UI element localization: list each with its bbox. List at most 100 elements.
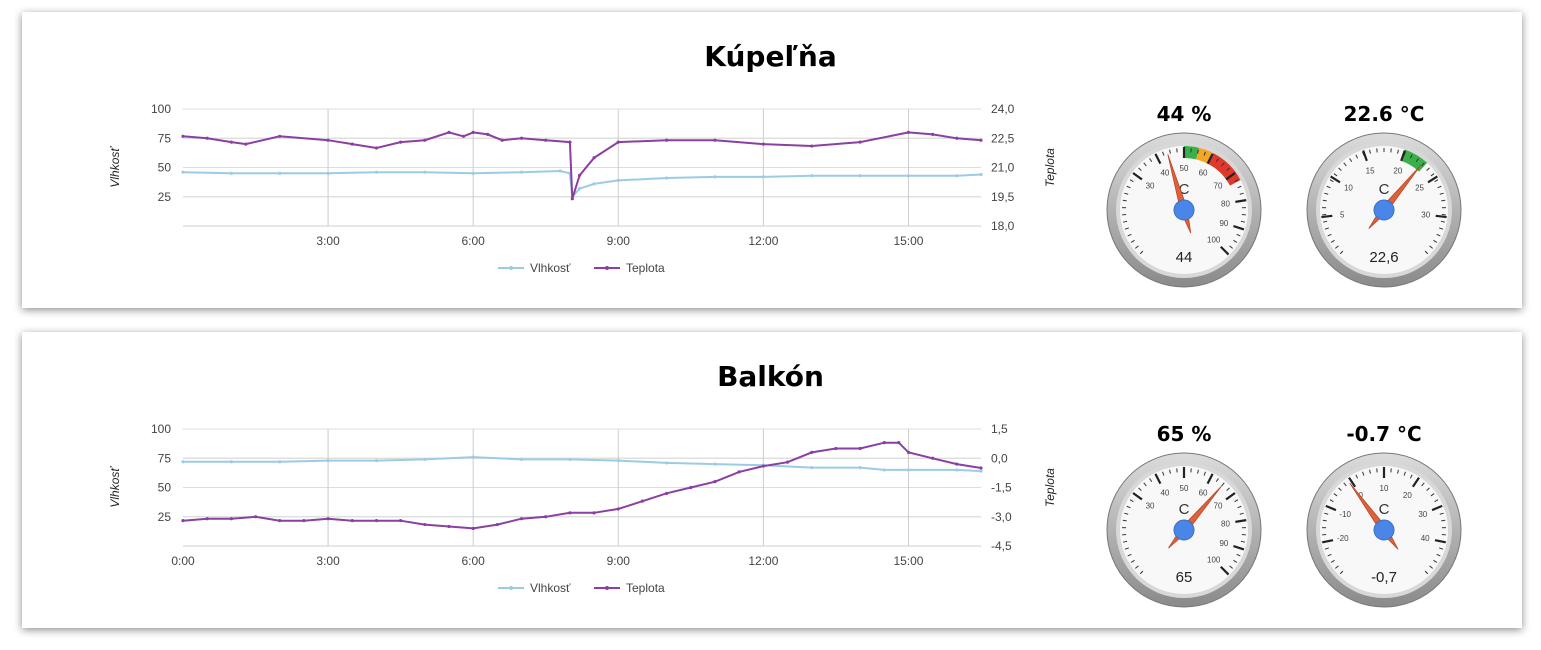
minor-tick (1239, 192, 1244, 195)
major-tick (1400, 150, 1406, 162)
data-point (955, 468, 959, 472)
minor-tick (1338, 487, 1342, 491)
legend-marker (605, 266, 609, 270)
data-point (592, 511, 596, 515)
data-point (858, 140, 862, 144)
minor-tick (1126, 505, 1131, 509)
legend-label: Teplota (626, 261, 665, 275)
data-point (737, 470, 741, 474)
minor-tick (1343, 482, 1347, 487)
data-point (461, 134, 466, 138)
data-point (399, 519, 403, 523)
tick-label: 90 (1219, 539, 1228, 548)
tick-label: 80 (1221, 199, 1230, 208)
teplota-series-line (182, 441, 982, 530)
unit-label: C (1179, 181, 1190, 198)
major-tick (1154, 473, 1162, 485)
data-point (519, 170, 524, 174)
temperature-dial: -20 -10 0 10 20 30 40 C -0,7 (1306, 452, 1462, 608)
data-point (181, 170, 185, 174)
minor-tick (1139, 250, 1144, 255)
data-point (592, 182, 596, 186)
minor-tick (1440, 220, 1445, 223)
needle-hub (1173, 519, 1195, 541)
data-point (979, 172, 983, 177)
minor-tick (1421, 482, 1425, 487)
y2-tick-label: 21,0 (991, 161, 1015, 175)
gauge-band (1401, 149, 1428, 172)
temperature-gauge-title: 22.6 °C (1343, 102, 1425, 126)
vlhkost-series-line (182, 169, 982, 200)
x-tick-label: 6:00 (462, 554, 486, 568)
tick-label: 0 (1358, 491, 1363, 500)
data-point (713, 175, 717, 179)
data-point (181, 134, 185, 138)
data-point (558, 169, 562, 173)
data-point (350, 142, 354, 146)
humidity-gauge-title: 65 % (1156, 422, 1212, 446)
minor-tick (1437, 185, 1442, 189)
minor-tick (1424, 250, 1429, 255)
minor-tick (1409, 474, 1413, 479)
major-tick (1225, 172, 1236, 181)
minor-tick (1330, 559, 1335, 563)
minor-tick (1338, 167, 1342, 171)
minor-tick (1335, 245, 1339, 249)
data-point (616, 178, 620, 182)
minor-tick (1203, 151, 1206, 156)
x-tick-label: 3:00 (316, 234, 340, 248)
minor-tick (1327, 553, 1332, 557)
legend-marker (605, 586, 609, 590)
major-tick (1235, 519, 1247, 523)
minor-tick (1139, 570, 1144, 575)
data-point (374, 170, 379, 174)
major-tick (1154, 153, 1162, 165)
y2-tick-label: -4,5 (991, 539, 1012, 553)
minor-tick (1149, 158, 1153, 163)
data-point (278, 171, 282, 175)
major-tick (1219, 565, 1230, 576)
tick-label: 30 (1146, 181, 1155, 190)
x-tick-label: 6:00 (462, 234, 486, 248)
value-readout: -0,7 (1371, 569, 1397, 586)
tick-label: 15 (1366, 166, 1375, 175)
minor-tick (1339, 250, 1344, 255)
tick-label: 10 (1344, 184, 1353, 193)
data-point (423, 138, 427, 142)
data-point (906, 174, 911, 178)
major-tick (1233, 225, 1245, 231)
value-readout: 22,6 (1369, 249, 1398, 266)
data-point (568, 511, 572, 515)
major-tick (1434, 539, 1447, 544)
minor-tick (1429, 565, 1433, 569)
minor-tick (1426, 167, 1430, 171)
data-point (447, 524, 451, 529)
x-tick-label: 3:00 (316, 554, 340, 568)
major-tick (1435, 214, 1447, 219)
minor-tick (1123, 220, 1128, 223)
tick-label: 20 (1403, 491, 1412, 500)
x-tick-label: 9:00 (607, 234, 631, 248)
data-point (955, 174, 959, 178)
data-point (471, 526, 475, 531)
minor-tick (1362, 471, 1365, 476)
panel-title: Kúpeľňa (704, 40, 837, 73)
minor-tick (1369, 149, 1371, 154)
minor-tick (1415, 158, 1419, 163)
data-point (713, 138, 717, 142)
minor-tick (1369, 469, 1371, 474)
minor-tick (1239, 512, 1244, 515)
major-tick (1206, 473, 1214, 485)
y2-tick-label: -3,0 (991, 510, 1012, 524)
y2-tick-label: 0,0 (991, 451, 1008, 465)
data-point (665, 491, 669, 495)
y-tick-label: 50 (158, 161, 172, 175)
data-point (253, 515, 258, 519)
data-point (834, 446, 838, 451)
major-tick (1431, 504, 1443, 512)
data-point (810, 450, 814, 454)
minor-tick (1439, 227, 1444, 230)
minor-tick (1324, 227, 1329, 230)
tick-label: 40 (1160, 489, 1169, 498)
y-tick-label: 75 (158, 451, 172, 465)
